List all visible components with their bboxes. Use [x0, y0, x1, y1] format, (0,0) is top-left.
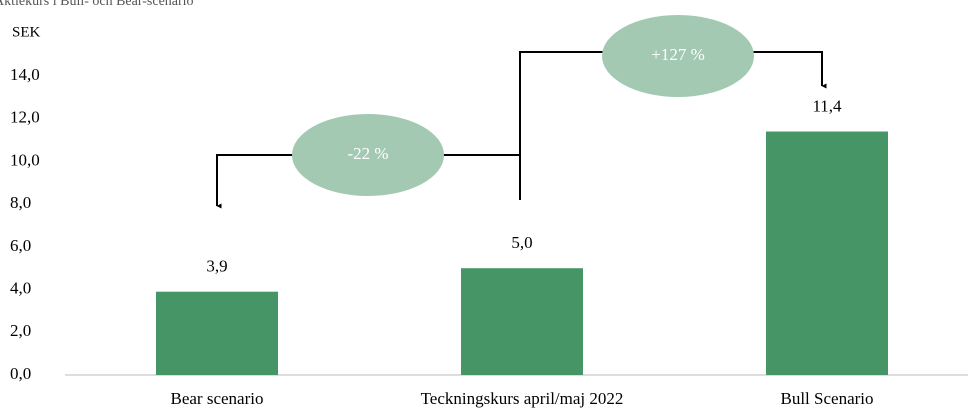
- y-tick-label: 4,0: [10, 278, 31, 297]
- y-tick-label: 2,0: [10, 321, 31, 340]
- y-axis-label: SEK: [12, 24, 41, 40]
- chart-title: Aktiekurs i Bull- och Bear-scenario: [0, 0, 194, 9]
- value-label: 3,9: [206, 257, 227, 276]
- bar: [766, 131, 888, 375]
- y-tick-label: 14,0: [10, 65, 40, 84]
- bar: [461, 268, 583, 375]
- value-label: 5,0: [511, 233, 532, 252]
- x-tick-label: Teckningskurs april/maj 2022: [421, 389, 624, 408]
- y-tick-label: 10,0: [10, 150, 40, 169]
- annotation: +127 %: [651, 45, 705, 64]
- y-tick-label: 8,0: [10, 193, 31, 212]
- y-tick-label: 0,0: [10, 364, 31, 383]
- x-tick-label: Bear scenario: [171, 389, 264, 408]
- y-tick-label: 12,0: [10, 108, 40, 127]
- value-label: 11,4: [812, 96, 842, 115]
- bar: [156, 291, 278, 375]
- y-tick-label: 6,0: [10, 236, 31, 255]
- annotation-bubble: [602, 15, 754, 97]
- annotation-bubble: [292, 114, 444, 196]
- x-tick-label: Bull Scenario: [780, 389, 873, 408]
- annotation: -22 %: [347, 144, 388, 163]
